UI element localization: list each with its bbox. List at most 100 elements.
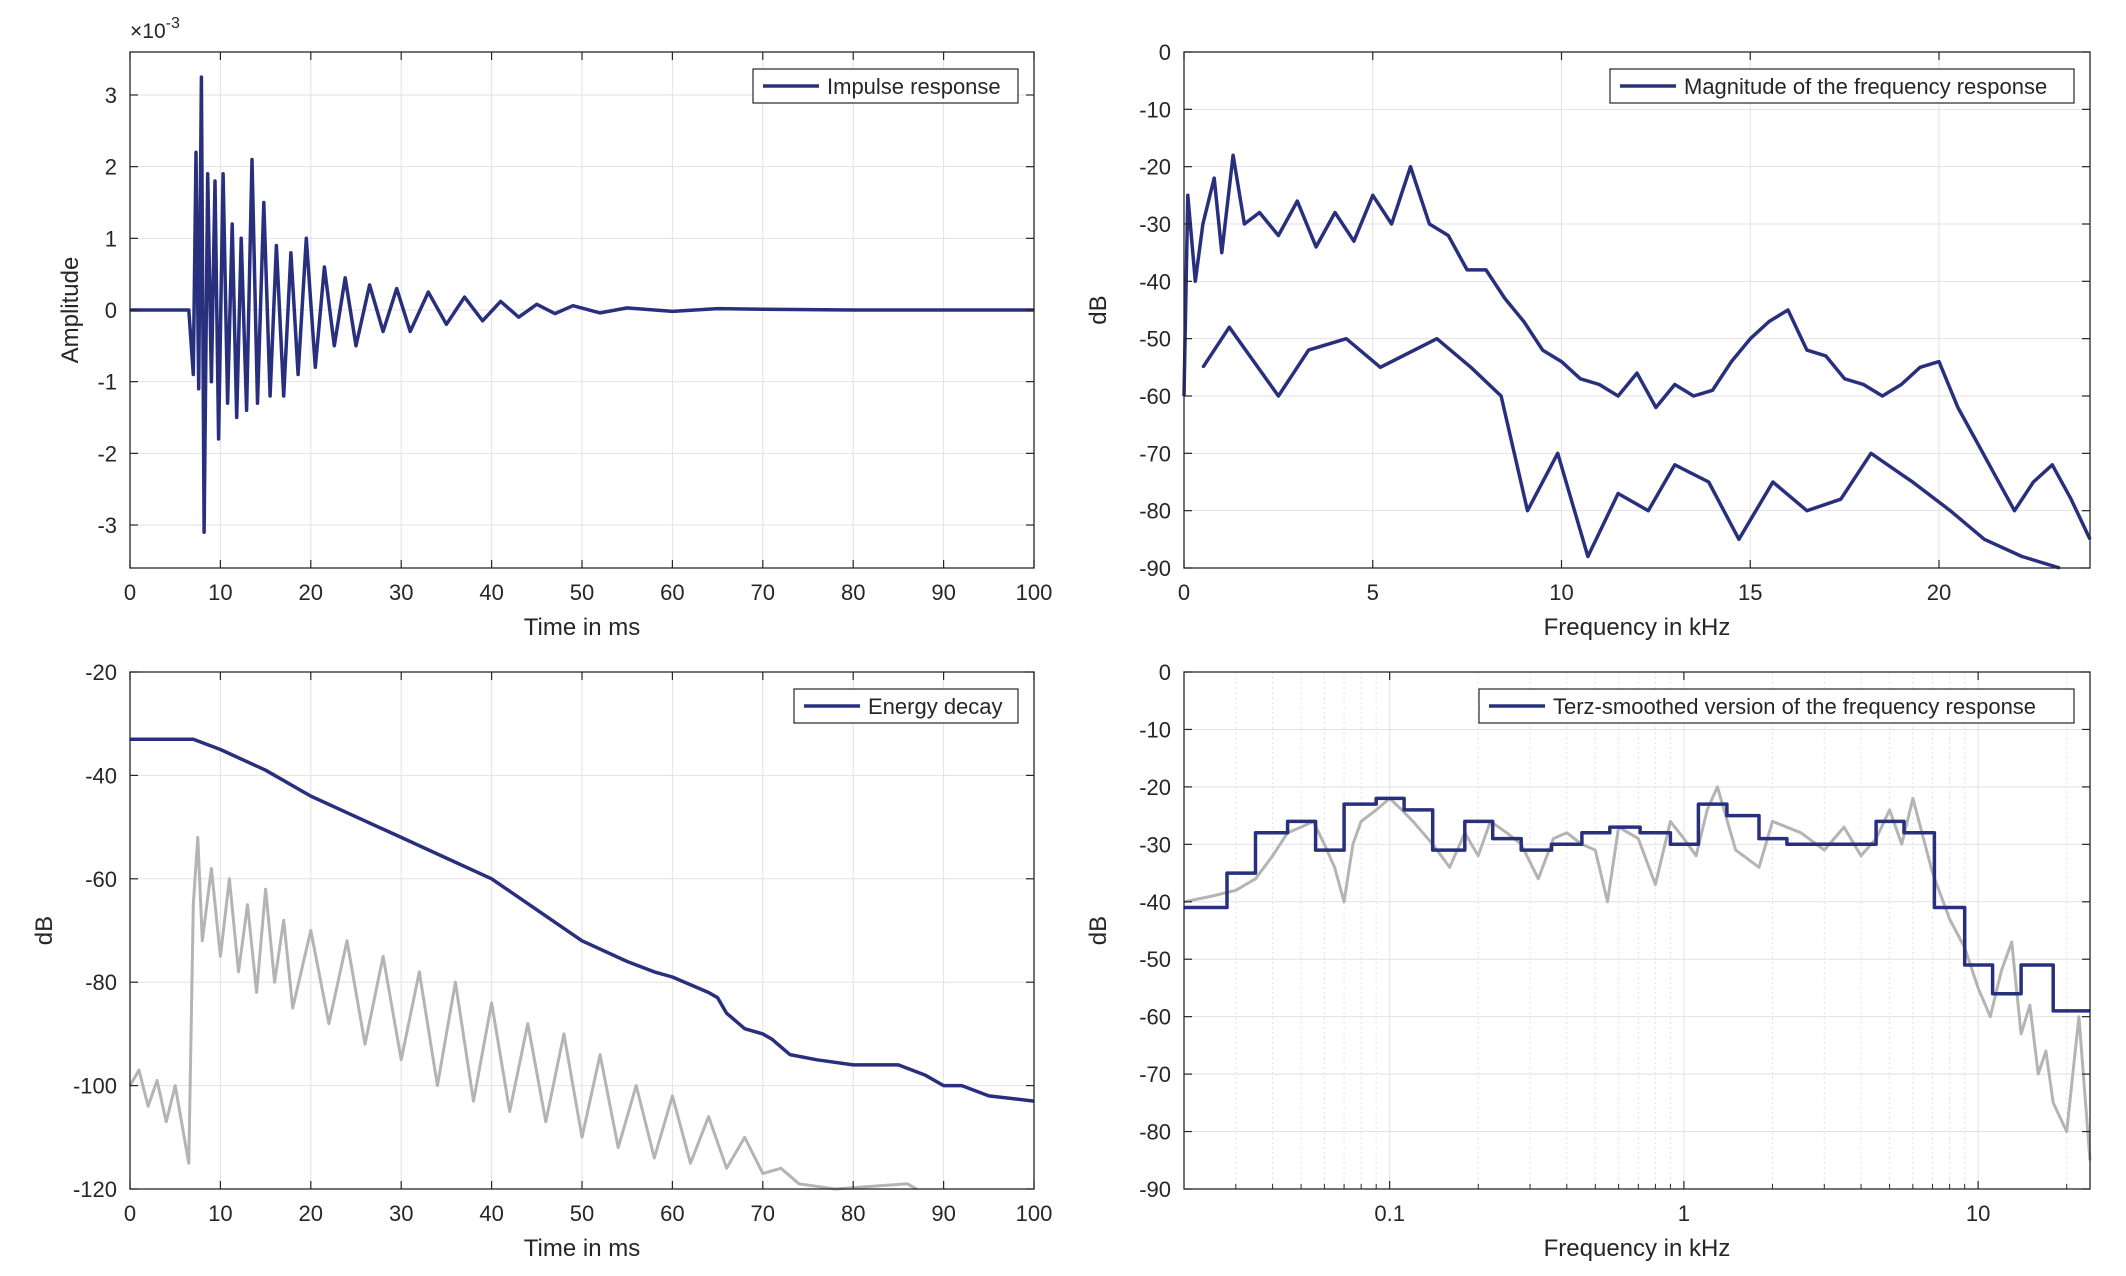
data-point: [333, 345, 336, 347]
data-point: [445, 857, 448, 859]
data-point: [481, 320, 484, 322]
data-point: [852, 1064, 854, 1066]
data-point: [1594, 849, 1597, 851]
data-point: [1552, 837, 1555, 840]
data-point: [210, 380, 213, 383]
data-point: [2070, 498, 2072, 501]
data-point: [1477, 855, 1479, 857]
y-tick-label: -100: [73, 1074, 117, 1099]
data-point: [1726, 803, 1728, 805]
data-point: [1526, 509, 1529, 512]
x-tick-label: 60: [660, 1201, 684, 1226]
data-point: [1674, 464, 1676, 466]
y-tick-label: 0: [1159, 660, 1171, 685]
data-point: [290, 251, 292, 254]
exponent-label: ×10-3: [130, 15, 180, 43]
data-point: [1485, 269, 1487, 271]
data-point: [508, 1110, 511, 1113]
data-point: [1787, 309, 1789, 311]
data-point: [1228, 326, 1231, 329]
data-point: [2052, 1102, 2054, 1104]
legend: Energy decay: [793, 688, 1019, 724]
exponent-power: -3: [166, 15, 180, 32]
data-point: [716, 996, 719, 999]
y-axis-label: Amplitude: [57, 257, 84, 364]
data-point: [1881, 395, 1884, 397]
x-tick-label: 40: [479, 1201, 503, 1226]
data-point: [201, 940, 204, 942]
data-point: [762, 308, 764, 311]
y-tick-label: -20: [1139, 155, 1171, 180]
data-point: [436, 1084, 439, 1087]
data-point: [1202, 366, 1204, 369]
data-point: [1933, 832, 1936, 834]
data-point: [1343, 901, 1345, 903]
data-point: [454, 981, 457, 983]
y-tick-label: -90: [1139, 1177, 1171, 1202]
data-point: [1345, 337, 1348, 340]
data-point: [1738, 538, 1740, 541]
y-tick-label: -20: [85, 660, 117, 685]
data-point: [599, 312, 601, 314]
data-point: [382, 955, 384, 958]
data-point: [200, 76, 203, 78]
data-point: [1466, 269, 1468, 271]
legend-box: [793, 688, 1019, 724]
data-point: [725, 1012, 728, 1014]
data-point: [1202, 223, 1204, 225]
data-point: [400, 836, 403, 839]
data-point: [1994, 475, 1997, 478]
data-point: [2037, 1073, 2039, 1075]
data-point: [1556, 452, 1559, 455]
plot-energy-decay: 0 10 20 30 40 50 60 70 80 90 100 -20 -40 -60 -80 -100 -1…: [31, 660, 1052, 1262]
data-point: [771, 1038, 773, 1040]
x-tick-label: 10: [1549, 580, 1573, 605]
x-axis-label: Time in ms: [524, 614, 640, 641]
x-tick-label: 70: [751, 580, 775, 605]
data-point: [1314, 849, 1317, 851]
data-point: [355, 816, 357, 818]
data-point: [536, 909, 538, 911]
data-point: [1843, 378, 1846, 380]
data-point: [237, 971, 240, 973]
data-point: [344, 277, 347, 279]
data-point: [1537, 878, 1540, 880]
data-point: [572, 304, 574, 307]
data-point: [1669, 843, 1672, 846]
y-tick-label: -70: [1139, 441, 1171, 466]
data-point: [217, 438, 220, 440]
data-point: [1669, 820, 1672, 823]
data-point: [780, 1167, 782, 1170]
data-point: [427, 291, 430, 293]
x-tick-label: 50: [570, 1201, 594, 1226]
y-tick-label: -60: [85, 867, 117, 892]
data-point: [197, 388, 200, 390]
data-point: [789, 1053, 791, 1056]
data-point: [1286, 832, 1289, 834]
x-tick-label: 80: [841, 1201, 865, 1226]
data-point: [1814, 843, 1817, 846]
data-point: [1840, 498, 1842, 501]
data-point: [1697, 803, 1700, 805]
data-point: [725, 1167, 728, 1170]
data-point: [255, 991, 258, 994]
y-tick-label: -2: [97, 441, 117, 466]
legend: Magnitude of the frequency response: [1609, 68, 2075, 104]
data-point: [1617, 492, 1619, 495]
data-point: [1560, 360, 1563, 363]
x-tick-label: 100: [1016, 580, 1053, 605]
data-point: [635, 1084, 637, 1087]
data-point: [1734, 849, 1737, 851]
data-point: [1800, 832, 1802, 834]
y-tick-label: -40: [85, 763, 117, 788]
data-point: [1900, 843, 1903, 846]
data-point: [1825, 355, 1827, 357]
data-point: [222, 173, 224, 175]
data-point: [214, 180, 216, 182]
data-point: [1520, 837, 1522, 840]
data-point: [1617, 395, 1619, 397]
data-point: [197, 836, 199, 839]
legend-label: Impulse response: [827, 74, 1001, 99]
y-tick-label: 1: [105, 226, 117, 251]
